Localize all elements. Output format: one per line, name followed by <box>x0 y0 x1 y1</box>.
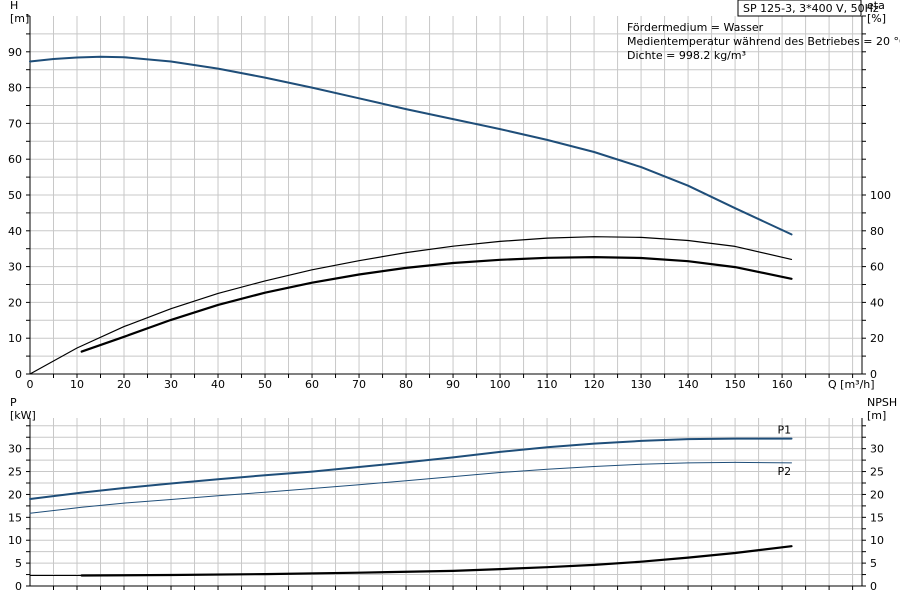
series-3-line <box>80 256 793 353</box>
x-axis-label: Q [m³/h] <box>828 378 875 391</box>
right-tick-label: 20 <box>870 488 884 501</box>
left-tick-label: 0 <box>15 368 22 381</box>
right-tick-label: 0 <box>870 580 877 593</box>
x-tick-label: 130 <box>631 378 652 391</box>
left-tick-label: 25 <box>8 466 22 479</box>
right-tick-label: 20 <box>870 332 884 345</box>
left-axis-label: [kW] <box>10 409 36 422</box>
right-tick-label: 10 <box>870 534 884 547</box>
series-p2-line <box>29 461 792 514</box>
chart-title: SP 125-3, 3*400 V, 50Hz <box>743 2 879 15</box>
series-p1-line <box>29 437 793 500</box>
right-axis-label: [m] <box>867 409 886 422</box>
left-tick-label: 10 <box>8 332 22 345</box>
series-p2-label: P2 <box>777 465 791 478</box>
series-4-line <box>80 545 793 577</box>
left-tick-label: 10 <box>8 534 22 547</box>
x-tick-label: 70 <box>352 378 366 391</box>
series-p1-label: P1 <box>777 424 791 437</box>
left-tick-label: 15 <box>8 511 22 524</box>
left-tick-label: 90 <box>8 46 22 59</box>
x-tick-label: 40 <box>211 378 225 391</box>
right-axis-label: [%] <box>867 12 886 25</box>
left-axis-label: [m] <box>10 12 29 25</box>
right-tick-label: 15 <box>870 511 884 524</box>
x-tick-label: 120 <box>584 378 605 391</box>
x-tick-label: 50 <box>258 378 272 391</box>
left-tick-label: 80 <box>8 82 22 95</box>
left-tick-label: 40 <box>8 225 22 238</box>
right-tick-label: 100 <box>870 189 891 202</box>
left-tick-label: 50 <box>8 189 22 202</box>
left-tick-label: 60 <box>8 153 22 166</box>
left-tick-label: 20 <box>8 296 22 309</box>
left-tick-label: 30 <box>8 443 22 456</box>
left-tick-label: 20 <box>8 488 22 501</box>
info-line-density: Dichte = 998.2 kg/m³ <box>627 49 746 62</box>
info-line-temperature: Medientemperatur während des Betriebes =… <box>627 35 900 48</box>
x-tick-label: 20 <box>117 378 131 391</box>
medium-info: Fördermedium = Wasser Medientemperatur w… <box>627 21 900 62</box>
x-tick-label: 90 <box>446 378 460 391</box>
series-1-line <box>29 55 793 236</box>
right-tick-label: 60 <box>870 261 884 274</box>
panel-head-efficiency: 0 10 20 30 40 50 60 70 80 90 0 20 40 60 80 100 0 10 20 30 40… <box>8 0 891 391</box>
series-2-line <box>29 236 793 375</box>
left-tick-label: 30 <box>8 261 22 274</box>
left-axis-label: H <box>10 0 18 12</box>
right-axis-label: NPSH <box>867 396 897 409</box>
left-axis-label: P <box>10 396 17 409</box>
right-tick-label: 80 <box>870 225 884 238</box>
right-tick-label: 0 <box>870 368 877 381</box>
x-tick-label: 30 <box>164 378 178 391</box>
x-tick-label: 140 <box>678 378 699 391</box>
right-tick-label: 30 <box>870 443 884 456</box>
x-tick-label: 100 <box>490 378 511 391</box>
panel-power-npsh: 0 5 10 15 20 25 30 0 5 10 15 20 25 30 P[kW] NPSH[m] P1 P2 <box>8 396 897 593</box>
right-tick-label: 25 <box>870 466 884 479</box>
x-tick-label: 150 <box>725 378 746 391</box>
right-tick-label: 5 <box>870 557 877 570</box>
info-line-medium: Fördermedium = Wasser <box>627 21 764 34</box>
x-tick-label: 110 <box>537 378 558 391</box>
right-tick-label: 40 <box>870 296 884 309</box>
left-tick-label: 5 <box>15 557 22 570</box>
x-tick-label: 0 <box>27 378 34 391</box>
chart-title-frame <box>737 0 862 17</box>
left-tick-label: 0 <box>15 580 22 593</box>
x-tick-label: 60 <box>305 378 319 391</box>
x-tick-label: 160 <box>772 378 793 391</box>
left-tick-label: 70 <box>8 117 22 130</box>
chart-title-box: SP 125-3, 3*400 V, 50Hz <box>737 0 879 17</box>
x-tick-label: 10 <box>70 378 84 391</box>
x-tick-label: 80 <box>399 378 413 391</box>
right-axis-label: eta <box>867 0 885 12</box>
